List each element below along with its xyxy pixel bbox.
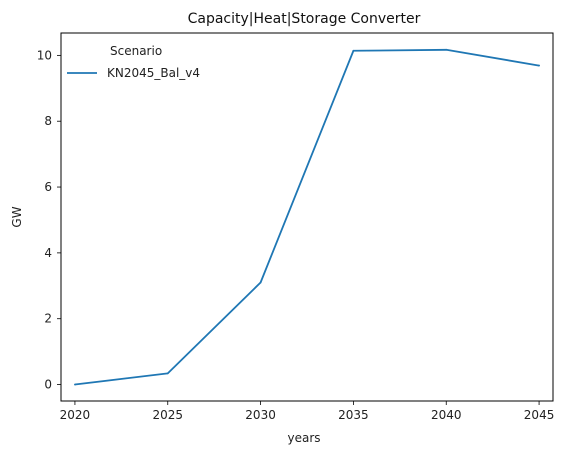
y-tick-label: 10 bbox=[37, 48, 52, 62]
data-point bbox=[259, 281, 262, 284]
x-tick-label: 2025 bbox=[152, 408, 183, 422]
x-tick-label: 2035 bbox=[338, 408, 369, 422]
y-tick-label: 6 bbox=[44, 180, 52, 194]
y-axis-label: GW bbox=[10, 206, 24, 227]
plot-background bbox=[61, 33, 553, 401]
x-tick-label: 2040 bbox=[431, 408, 462, 422]
data-point bbox=[352, 49, 355, 52]
data-point bbox=[538, 64, 540, 67]
y-tick-label: 4 bbox=[44, 246, 52, 260]
series-line bbox=[74, 48, 540, 386]
x-ticks: 2020 2025 2030 2035 2040 2045 bbox=[60, 401, 555, 422]
legend-entry-label: KN2045_Bal_v4 bbox=[107, 66, 200, 80]
x-tick-label: 2020 bbox=[60, 408, 91, 422]
legend-title: Scenario bbox=[110, 44, 162, 58]
x-tick-label: 2045 bbox=[524, 408, 555, 422]
x-axis-label: years bbox=[287, 431, 320, 445]
data-point bbox=[445, 48, 448, 51]
y-tick-label: 2 bbox=[44, 312, 52, 326]
y-tick-label: 8 bbox=[44, 114, 52, 128]
plot-frame bbox=[60, 32, 554, 402]
chart-title: Capacity|Heat|Storage Converter bbox=[188, 11, 421, 27]
y-ticks: 0 2 4 6 8 10 bbox=[37, 48, 61, 392]
data-point bbox=[166, 372, 169, 375]
series-layer bbox=[74, 48, 540, 386]
x-tick-label: 2030 bbox=[245, 408, 276, 422]
legend: Scenario KN2045_Bal_v4 bbox=[67, 44, 200, 80]
y-tick-label: 0 bbox=[44, 378, 52, 392]
data-point bbox=[74, 383, 76, 386]
